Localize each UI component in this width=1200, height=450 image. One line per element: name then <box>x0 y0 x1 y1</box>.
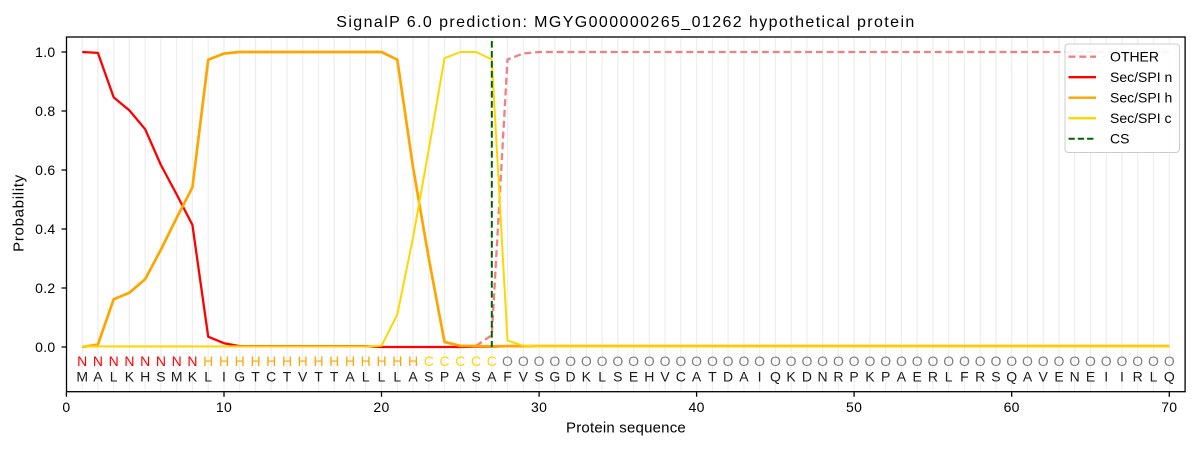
svg-text:Sec/SPI h: Sec/SPI h <box>1110 90 1172 106</box>
svg-text:0: 0 <box>62 399 70 415</box>
svg-text:Sec/SPI c: Sec/SPI c <box>1110 110 1171 126</box>
svg-text:CS: CS <box>1110 131 1129 147</box>
svg-text:10: 10 <box>216 399 232 415</box>
svg-text:0.4: 0.4 <box>35 221 55 237</box>
svg-text:0.8: 0.8 <box>35 103 55 119</box>
svg-text:CCCCC: CCCCC <box>424 353 497 369</box>
svg-text:SignalP 6.0 prediction: MGYG00: SignalP 6.0 prediction: MGYG000000265_01… <box>336 14 915 31</box>
svg-text:0.0: 0.0 <box>35 339 55 355</box>
svg-text:OOOOOOOOOOOOOOOOOOOOOOOOOOOOOO: OOOOOOOOOOOOOOOOOOOOOOOOOOOOOOOOOOOOOOOO… <box>502 353 1175 369</box>
svg-text:Sec/SPI n: Sec/SPI n <box>1110 69 1172 85</box>
svg-text:20: 20 <box>373 399 389 415</box>
svg-text:0.2: 0.2 <box>35 280 55 296</box>
svg-text:OTHER: OTHER <box>1110 49 1159 65</box>
svg-text:Protein sequence: Protein sequence <box>566 420 686 437</box>
svg-text:0.6: 0.6 <box>35 162 55 178</box>
svg-text:Probability: Probability <box>11 174 28 252</box>
svg-text:30: 30 <box>531 399 547 415</box>
svg-text:1.0: 1.0 <box>35 44 55 60</box>
svg-text:40: 40 <box>689 399 705 415</box>
svg-text:50: 50 <box>846 399 862 415</box>
svg-text:60: 60 <box>1004 399 1020 415</box>
svg-text:70: 70 <box>1161 399 1177 415</box>
